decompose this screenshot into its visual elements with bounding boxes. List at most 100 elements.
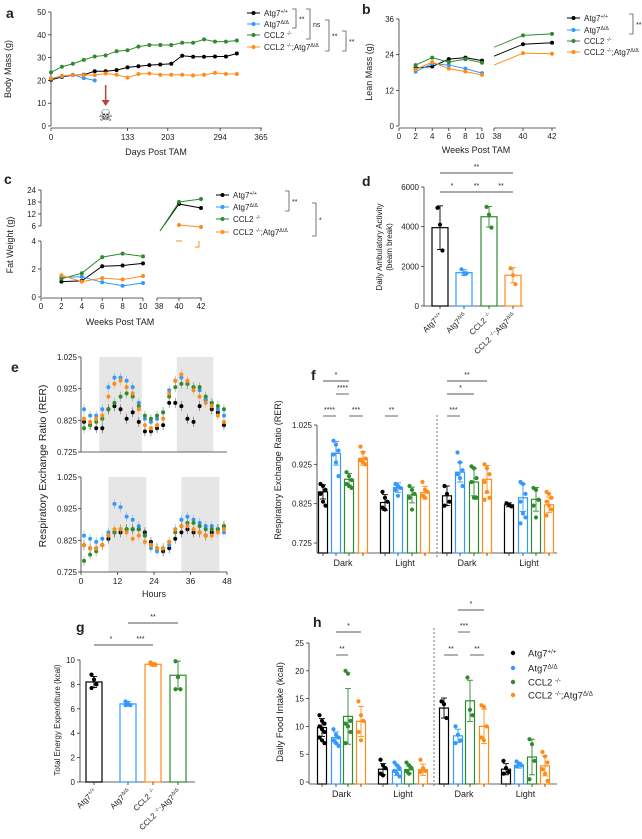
genotype-superscript: +/+ — [249, 191, 257, 197]
data-point — [136, 407, 141, 412]
data-point — [180, 40, 185, 45]
data-point — [481, 738, 487, 743]
data-point — [100, 413, 105, 418]
data-point — [124, 378, 129, 383]
data-point — [155, 413, 160, 418]
data-point — [91, 677, 97, 682]
data-point — [482, 479, 487, 485]
data-point — [125, 48, 130, 53]
data-point — [136, 64, 141, 69]
data-point — [474, 476, 479, 481]
data-point — [142, 533, 147, 538]
data-point — [158, 62, 163, 67]
data-point — [406, 763, 412, 768]
data-point — [203, 400, 208, 405]
data-point — [179, 530, 184, 535]
break-connector-line — [159, 201, 180, 232]
data-point — [343, 721, 348, 726]
data-point — [114, 49, 119, 54]
bar — [85, 681, 103, 783]
data-point — [114, 72, 119, 77]
group-label: Dark — [454, 789, 474, 799]
data-point — [209, 533, 214, 538]
data-point — [223, 39, 228, 44]
data-point — [221, 407, 226, 412]
data-point — [191, 54, 196, 59]
data-point — [92, 78, 97, 83]
data-point — [479, 735, 484, 740]
significance-bracket — [306, 8, 311, 40]
data-point — [323, 503, 328, 508]
data-point — [118, 378, 123, 383]
legend-label: Atg7+/+ — [528, 648, 557, 660]
data-point — [484, 204, 489, 209]
significance-bracket — [285, 190, 290, 212]
bar — [343, 478, 355, 554]
significance-label: ns — [313, 22, 321, 29]
data-point — [153, 662, 158, 667]
significance-label: *** — [449, 407, 457, 414]
bar — [419, 492, 431, 554]
y-tick-label: 10 — [37, 99, 46, 108]
data-point — [331, 727, 336, 732]
data-point — [125, 65, 130, 70]
y-tick-label: 0.725 — [57, 448, 78, 457]
data-point — [458, 738, 463, 743]
break-connector-line — [493, 52, 524, 66]
genotype-text: Atg7 — [264, 9, 281, 18]
break-connector-line — [493, 43, 524, 57]
genotype-superscript: Δ/Δ — [505, 311, 516, 322]
genotype-text: Atg7 — [584, 26, 601, 35]
data-point — [333, 732, 339, 737]
data-point — [508, 266, 513, 271]
data-point — [453, 724, 458, 729]
data-point — [463, 69, 468, 74]
data-point — [457, 460, 463, 465]
data-point — [120, 251, 125, 256]
genotype-text: Atg7 — [233, 203, 250, 212]
data-point — [455, 450, 460, 455]
data-point — [197, 530, 202, 535]
x-tick-label: 8 — [120, 302, 125, 311]
legend-label: Atg7+/+ — [584, 14, 608, 23]
data-point — [545, 760, 550, 765]
bar — [330, 452, 342, 554]
data-point — [89, 685, 94, 691]
x-tick-label: 36 — [186, 576, 196, 586]
data-point — [112, 501, 117, 506]
significance-bracket — [629, 13, 634, 35]
data-point — [88, 552, 93, 557]
x-tick-label: Atg7Δ/Δ — [444, 311, 468, 335]
data-point — [453, 740, 458, 746]
data-point — [440, 248, 445, 253]
data-point — [185, 514, 190, 519]
data-point — [161, 546, 166, 551]
group-label: Light — [516, 789, 536, 799]
data-point — [397, 766, 402, 771]
panel-letter: e — [11, 359, 19, 375]
genotype-superscript: Δ/Δ — [249, 203, 258, 209]
data-point — [81, 76, 86, 81]
data-point — [88, 546, 93, 551]
series-line — [50, 38, 237, 73]
genotype-text: Atg7 — [264, 20, 281, 29]
y-tick-label: 10 — [66, 656, 75, 665]
significance-label: **** — [324, 407, 335, 414]
data-point — [141, 274, 145, 278]
data-point — [191, 520, 196, 525]
data-point — [318, 491, 323, 496]
data-point — [130, 517, 135, 522]
bar — [119, 703, 137, 783]
arrow-head — [101, 100, 110, 106]
data-point — [124, 416, 129, 421]
data-point — [380, 773, 386, 778]
genotype-superscript: +/+ — [433, 311, 443, 321]
legend-label: Atg7+/+ — [264, 9, 288, 18]
data-point — [482, 462, 487, 467]
significance-label: ** — [474, 183, 480, 190]
data-point — [199, 225, 203, 229]
data-point — [49, 70, 53, 75]
data-point — [212, 54, 217, 59]
significance-label: *** — [352, 407, 360, 414]
group-label: Dark — [333, 558, 353, 568]
